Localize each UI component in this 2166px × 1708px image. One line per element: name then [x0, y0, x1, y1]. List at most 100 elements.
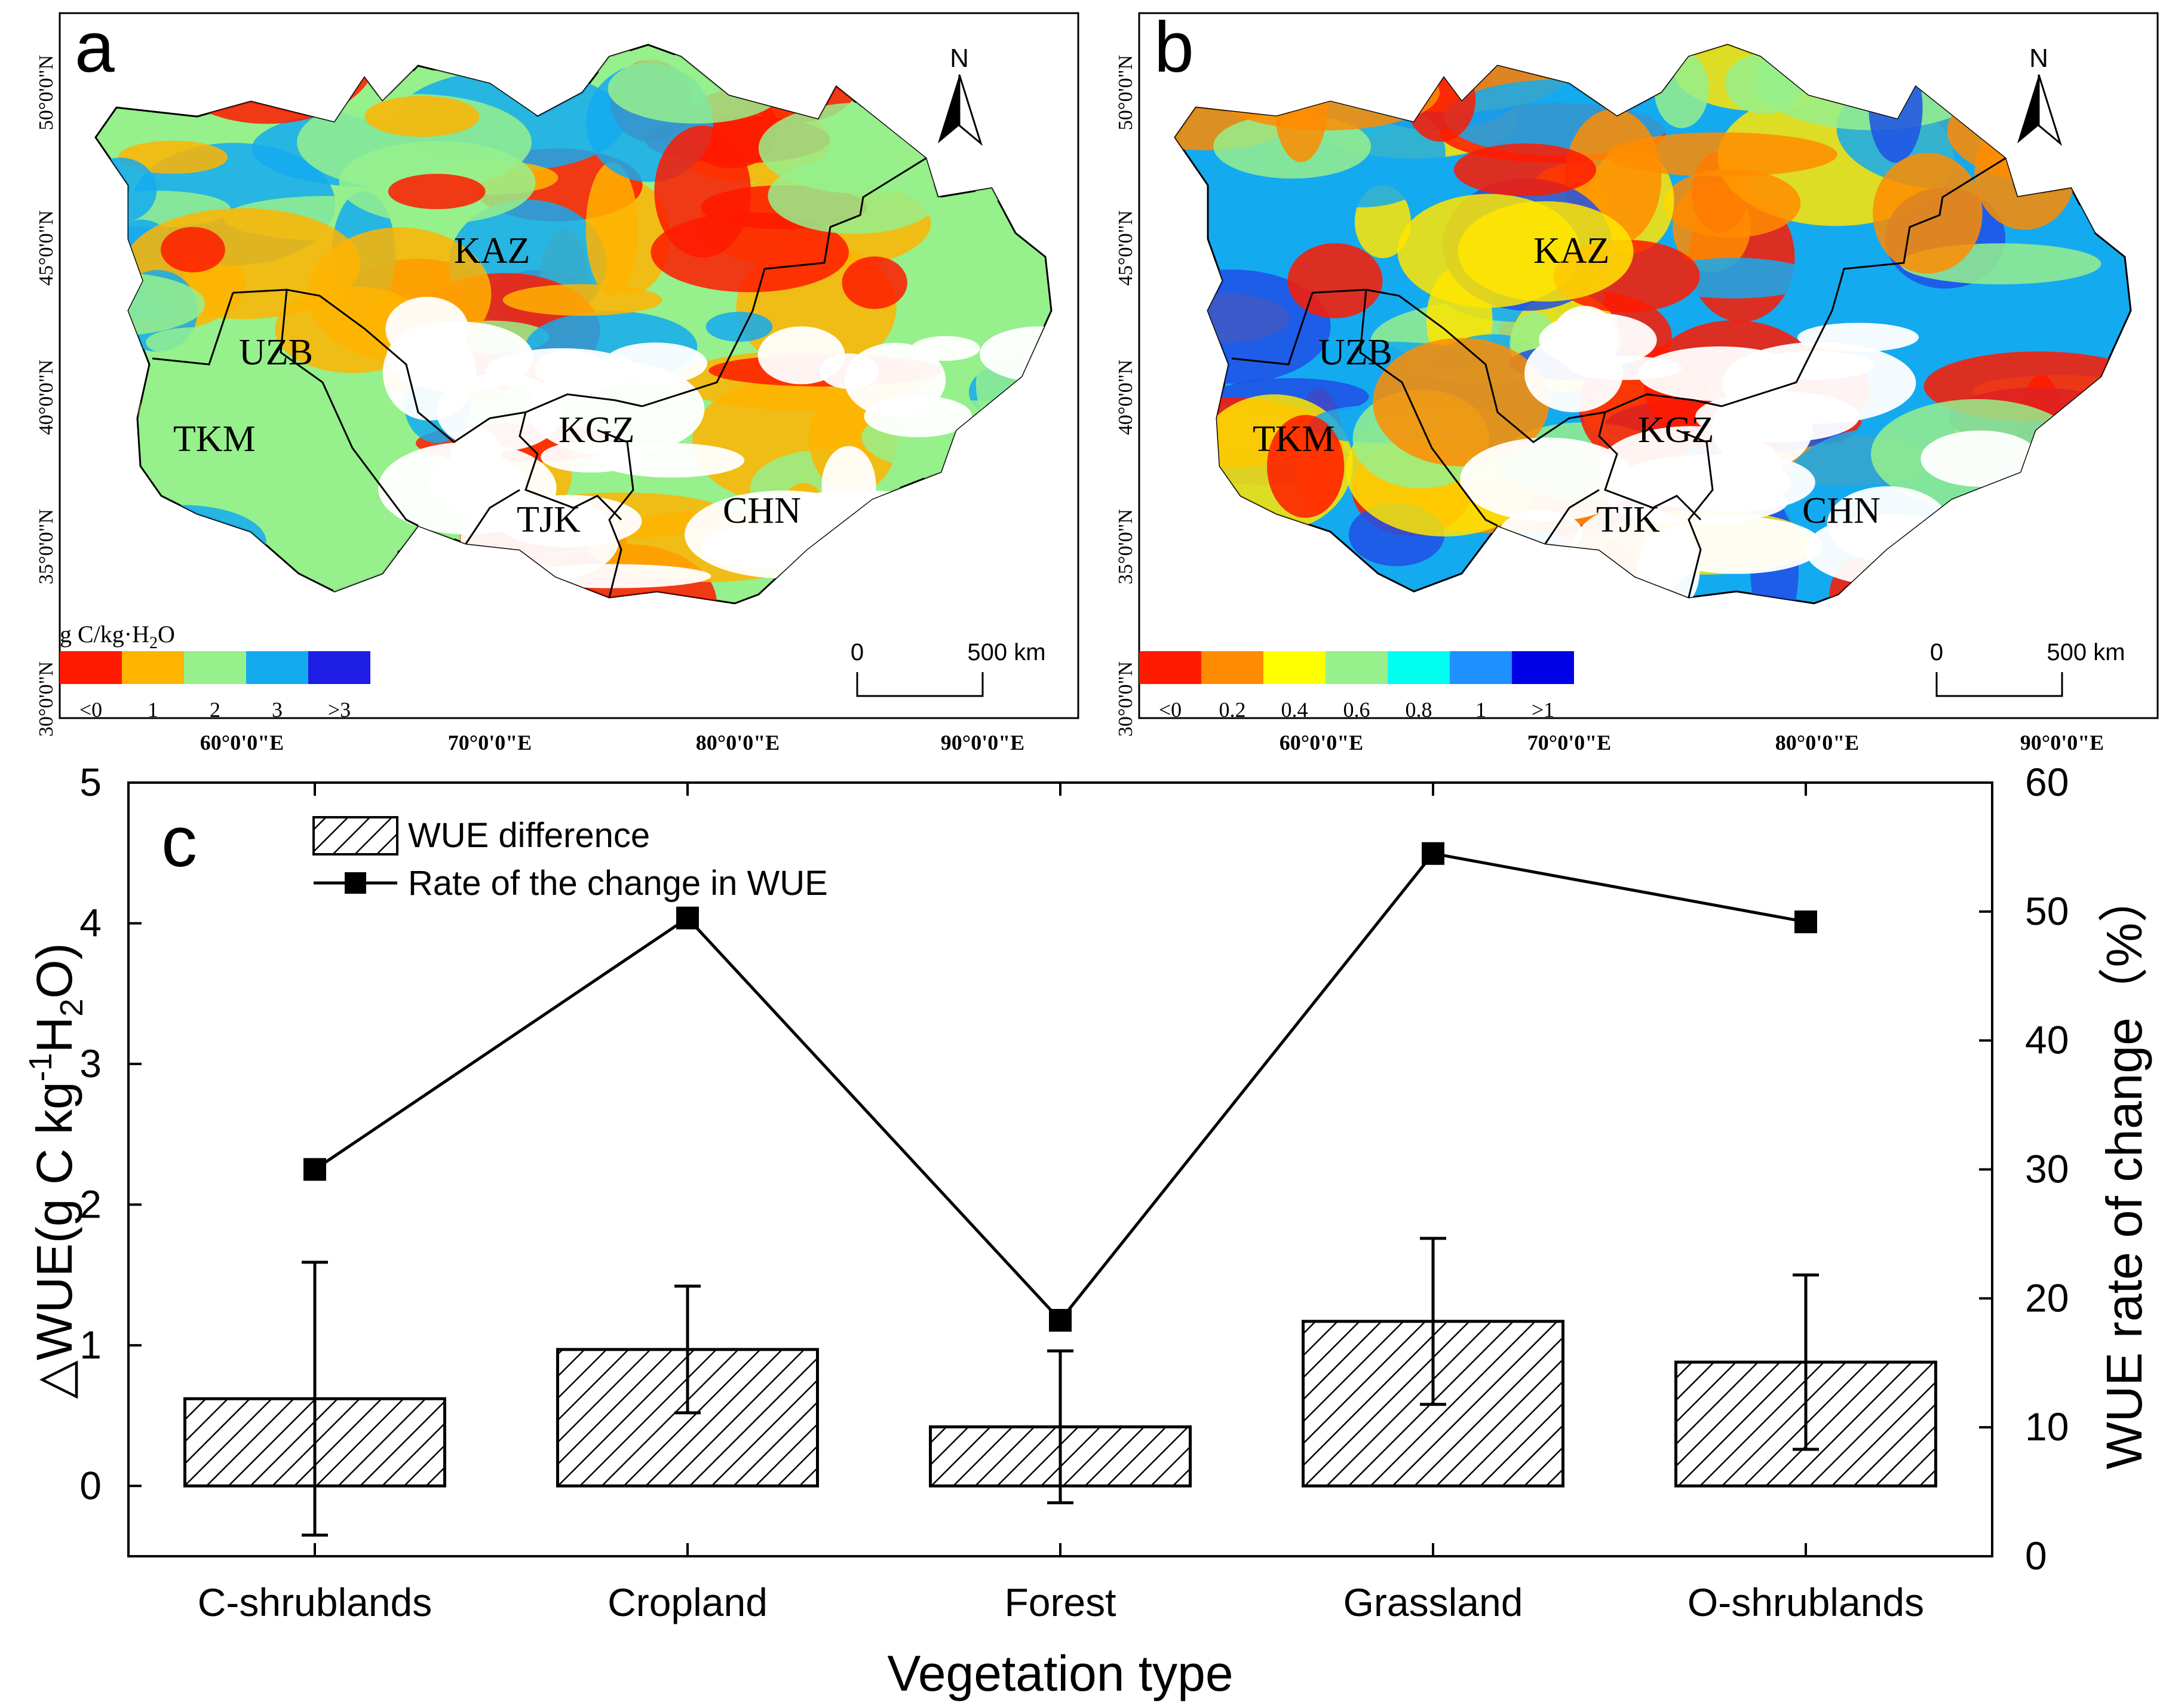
panel-letter-b: b — [1154, 7, 1194, 87]
lat-label: 45°0'0"N — [1115, 210, 1137, 286]
x-axis-ticks: C-shrublands Cropland Forest Grassland O-shr… — [198, 783, 1924, 1624]
value-patch — [118, 140, 228, 174]
y-tick-label: 2 — [79, 1182, 102, 1226]
legend-tick-label: >1 — [1532, 698, 1554, 722]
scale-end-b: 500 km — [2047, 639, 2125, 666]
scale-bar-a: 0 500 km — [851, 639, 1046, 697]
lat-label: 40°0'0"N — [35, 360, 57, 435]
lon-label: 60°0'0"E — [200, 731, 284, 755]
lat-label: 50°0'0"N — [1115, 55, 1137, 130]
lat-label: 30°0'0"N — [1115, 661, 1137, 737]
lat-labels-b: 50°0'0"N 45°0'0"N 40°0'0"N 35°0'0"N 30°0'0"N — [1115, 55, 1137, 737]
lon-labels-a: 60°0'0"E 70°0'0"E 80°0'0"E 90°0'0"E — [200, 731, 1024, 755]
panel-letter-a: a — [75, 7, 115, 87]
no-data-patch — [1460, 437, 1635, 522]
value-patch — [654, 125, 751, 258]
country-labels-a: KAZ UZB TKM KGZ TJK CHN — [173, 231, 801, 540]
lat-label: 50°0'0"N — [35, 55, 57, 130]
legend-title-a: g C/kg·H2O — [60, 621, 175, 652]
y2-tick-label: 40 — [2025, 1018, 2069, 1062]
north-arrow-a: N — [938, 44, 983, 146]
label-chn-b: CHN — [1802, 490, 1880, 531]
label-tkm-b: TKM — [1253, 419, 1335, 459]
category-label: Forest — [1004, 1580, 1116, 1624]
legend-tick-label: 0.4 — [1281, 698, 1308, 722]
no-data-patch — [535, 350, 606, 387]
label-kgz-a: KGZ — [559, 410, 634, 450]
label-kaz-b: KAZ — [1533, 231, 1609, 271]
north-label-b: N — [2029, 44, 2048, 73]
legend-tick-label: <0 — [1159, 698, 1182, 722]
lat-label: 45°0'0"N — [35, 210, 57, 286]
legend-tick-label: 1 — [148, 698, 158, 722]
value-patch — [842, 256, 907, 309]
right-axis-title: WUE rate of change（%） — [2096, 872, 2152, 1469]
scale-start-b: 0 — [1930, 639, 1943, 666]
value-patch — [146, 327, 243, 358]
legend-swatch — [1388, 651, 1450, 684]
legend-tick-label: 0.2 — [1219, 698, 1246, 722]
label-uzb-b: UZB — [1318, 332, 1392, 373]
label-kaz-a: KAZ — [454, 231, 530, 271]
no-data-patch — [386, 321, 533, 392]
legend-tick-label: >3 — [328, 698, 351, 722]
lon-label: 70°0'0"E — [1527, 731, 1611, 755]
no-data-patch — [1920, 430, 2040, 487]
category-label: Grassland — [1343, 1580, 1523, 1624]
chart-legend: WUE difference Rate of the change in WUE — [312, 816, 828, 903]
category-label: O-shrublands — [1688, 1580, 1924, 1624]
lon-label: 80°0'0"E — [696, 731, 780, 755]
legend-swatch — [308, 651, 370, 684]
legend-swatch — [1263, 651, 1326, 684]
value-patch — [1453, 143, 1596, 197]
no-data-patch — [1661, 453, 1815, 512]
lon-label: 70°0'0"E — [448, 731, 532, 755]
label-chn-a: CHN — [723, 490, 801, 531]
value-patch — [388, 173, 486, 210]
legend-tick-label: <0 — [79, 698, 102, 722]
no-data-patch — [821, 446, 876, 526]
y2-tick-label: 0 — [2025, 1534, 2047, 1578]
left-axis-ticks: 0 1 2 3 4 5 — [79, 760, 142, 1507]
legend-swatch — [246, 651, 308, 684]
value-patch — [585, 162, 638, 296]
north-label-a: N — [950, 44, 969, 73]
value-patch — [1458, 201, 1634, 302]
no-data-patch — [820, 353, 879, 390]
y-tick-label: 3 — [79, 1041, 102, 1085]
legend-hatch-swatch — [312, 816, 398, 855]
lat-label: 35°0'0"N — [35, 509, 57, 584]
value-patch — [1373, 338, 1550, 467]
x-axis-title: Vegetation type — [887, 1645, 1233, 1701]
rate-line — [303, 842, 1817, 1332]
lat-label: 35°0'0"N — [1115, 509, 1137, 584]
value-patch — [1663, 169, 1801, 238]
y-tick-label: 0 — [79, 1463, 102, 1507]
value-patch — [705, 311, 773, 342]
value-patch — [1782, 243, 1851, 315]
value-patch — [1607, 132, 1837, 177]
north-arrow-b: N — [2017, 44, 2062, 146]
label-tjk-b: TJK — [1596, 499, 1660, 540]
y-tick-label: 5 — [79, 760, 102, 804]
legend-label-bars: WUE difference — [408, 816, 650, 855]
rate-polyline — [314, 851, 1806, 1323]
y2-tick-label: 10 — [2025, 1405, 2069, 1449]
category-label: Cropland — [608, 1580, 768, 1624]
scale-end-a: 500 km — [967, 639, 1045, 666]
value-patch — [502, 284, 662, 316]
legend-marker-swatch — [345, 872, 366, 894]
lon-label: 90°0'0"E — [941, 731, 1024, 755]
no-data-patch — [1551, 306, 1618, 373]
legend-tick-label: 2 — [210, 698, 220, 722]
legend-swatch — [1450, 651, 1512, 684]
y2-tick-label: 50 — [2025, 889, 2069, 933]
label-uzb-a: UZB — [239, 332, 313, 373]
y-tick-label: 4 — [79, 900, 102, 945]
label-kgz-b: KGZ — [1638, 410, 1714, 450]
legend-swatch — [60, 651, 122, 684]
category-label: C-shrublands — [198, 1580, 432, 1624]
no-data-patch — [1711, 388, 1813, 469]
right-axis-ticks: 0 10 20 30 40 50 60 — [1979, 760, 2069, 1578]
legend-swatch — [184, 651, 246, 684]
